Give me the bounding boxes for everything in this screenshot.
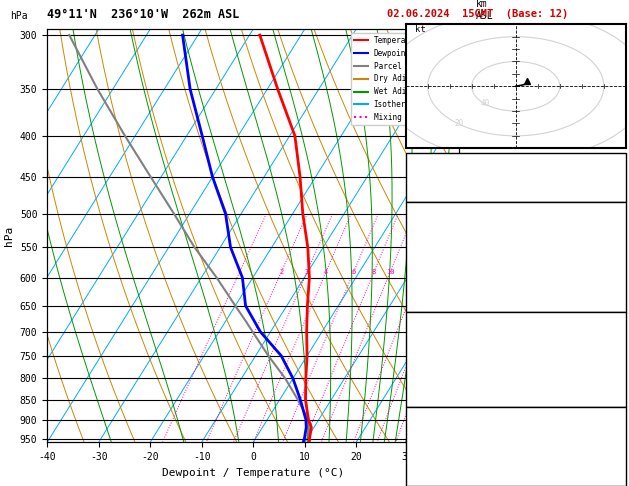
Text: 15: 15 xyxy=(416,269,425,275)
Text: hPa: hPa xyxy=(10,11,28,21)
Text: 900: 900 xyxy=(605,331,621,341)
Text: © weatheronline.co.uk: © weatheronline.co.uk xyxy=(406,472,518,481)
Text: 3: 3 xyxy=(305,269,309,275)
Text: 15: 15 xyxy=(611,157,621,167)
Text: 40: 40 xyxy=(481,99,490,108)
Text: 8: 8 xyxy=(372,269,376,275)
Text: 10: 10 xyxy=(386,269,394,275)
Text: Temp (°C): Temp (°C) xyxy=(410,221,459,230)
Text: K: K xyxy=(410,157,416,167)
Text: Lifted Index: Lifted Index xyxy=(410,268,475,277)
Y-axis label: hPa: hPa xyxy=(4,226,14,246)
Text: 0: 0 xyxy=(616,299,621,308)
Text: 8: 8 xyxy=(616,363,621,372)
Legend: Temperature, Dewpoint, Parcel Trajectory, Dry Adiabat, Wet Adiabat, Isotherm, Mi: Temperature, Dewpoint, Parcel Trajectory… xyxy=(351,33,455,125)
Text: 38: 38 xyxy=(611,426,621,435)
Text: 20: 20 xyxy=(454,119,464,128)
Text: 41: 41 xyxy=(611,173,621,182)
Text: θₑ (K): θₑ (K) xyxy=(410,347,442,356)
Text: CAPE (J): CAPE (J) xyxy=(410,283,453,293)
Text: Mixing Ratio (g/kg): Mixing Ratio (g/kg) xyxy=(496,205,505,308)
Text: EH: EH xyxy=(410,426,421,435)
Text: Pressure (mb): Pressure (mb) xyxy=(410,331,480,341)
Text: Totals Totals: Totals Totals xyxy=(410,173,480,182)
Text: 2: 2 xyxy=(616,394,621,403)
Text: θₑ(K): θₑ(K) xyxy=(410,252,437,261)
Text: III: III xyxy=(484,209,501,219)
Text: 9.7: 9.7 xyxy=(605,237,621,246)
Text: 0: 0 xyxy=(616,283,621,293)
Text: StmSpd (kt): StmSpd (kt) xyxy=(410,473,469,482)
Text: Surface: Surface xyxy=(497,205,535,214)
Text: Hodograph: Hodograph xyxy=(492,410,540,419)
Text: 2: 2 xyxy=(279,269,284,275)
Text: CAPE (J): CAPE (J) xyxy=(410,378,453,387)
Text: 6: 6 xyxy=(352,269,356,275)
Text: km
ASL: km ASL xyxy=(476,0,493,21)
Text: kt: kt xyxy=(415,25,425,34)
Text: PW (cm): PW (cm) xyxy=(410,189,448,198)
Text: 10.9: 10.9 xyxy=(600,221,621,230)
Text: 76: 76 xyxy=(611,442,621,451)
Text: 8: 8 xyxy=(616,268,621,277)
Text: CIN (J): CIN (J) xyxy=(410,299,448,308)
Text: 12: 12 xyxy=(611,473,621,482)
Text: Lifted Index: Lifted Index xyxy=(410,363,475,372)
Text: III: III xyxy=(484,131,501,141)
Text: Most Unstable: Most Unstable xyxy=(481,315,551,325)
Text: 15: 15 xyxy=(611,378,621,387)
Text: 49°11'N  236°10'W  262m ASL: 49°11'N 236°10'W 262m ASL xyxy=(47,8,240,21)
Text: 287°: 287° xyxy=(600,457,621,467)
X-axis label: Dewpoint / Temperature (°C): Dewpoint / Temperature (°C) xyxy=(162,468,344,478)
Text: SREH: SREH xyxy=(410,442,431,451)
Text: 20: 20 xyxy=(438,269,447,275)
Text: 02.06.2024  15GMT  (Base: 12): 02.06.2024 15GMT (Base: 12) xyxy=(387,9,569,19)
Text: 4: 4 xyxy=(324,269,328,275)
Text: 1: 1 xyxy=(238,269,242,275)
Text: 308: 308 xyxy=(605,347,621,356)
Text: 2.1: 2.1 xyxy=(605,189,621,198)
Text: /: / xyxy=(484,345,491,358)
Text: Dewp (°C): Dewp (°C) xyxy=(410,237,459,246)
Text: 307: 307 xyxy=(605,252,621,261)
Text: StmDir: StmDir xyxy=(410,457,442,467)
Text: CIN (J): CIN (J) xyxy=(410,394,448,403)
